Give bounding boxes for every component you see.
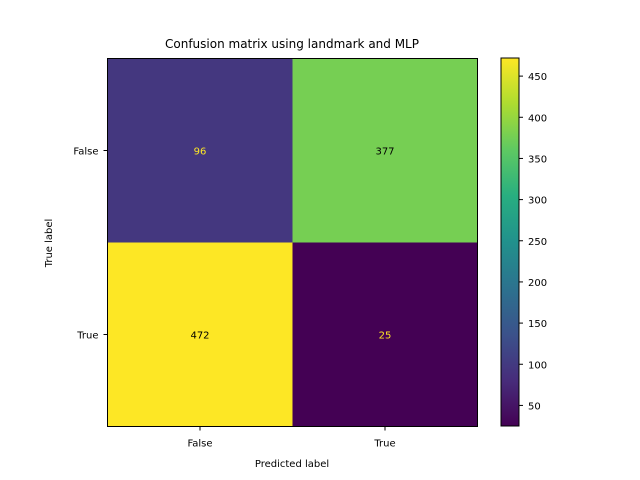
x-tick-label: False [187, 439, 212, 450]
colorbar-tick-label: 450 [528, 72, 547, 83]
matrix-cell-labels: 96 377 472 25 [190, 147, 394, 342]
y-axis-label: True label [44, 219, 55, 269]
colorbar-tick-label: 50 [528, 401, 541, 412]
matrix-cell [107, 58, 293, 243]
y-tick-label: False [73, 147, 98, 158]
colorbar-tick-label: 250 [528, 237, 547, 248]
colorbar-ticks: 50 100 150 200 250 300 350 400 450 [519, 72, 547, 412]
x-axis-ticks: False True [187, 426, 396, 450]
x-tick-label: True [373, 439, 395, 450]
chart-title: Confusion matrix using landmark and MLP [165, 37, 419, 51]
matrix-cell [292, 58, 478, 243]
colorbar-tick-label: 300 [528, 196, 547, 207]
y-axis-ticks: False True [73, 147, 108, 342]
colorbar-tick-label: 350 [528, 154, 547, 165]
cell-value-label: 377 [375, 147, 394, 158]
colorbar-tick-label: 200 [528, 278, 547, 289]
colorbar-tick-label: 400 [528, 113, 547, 124]
colorbar [500, 57, 520, 427]
matrix-cell [107, 242, 293, 427]
x-axis-label: Predicted label [255, 459, 329, 470]
cell-value-label: 96 [194, 147, 207, 158]
y-tick-label: True [76, 331, 98, 342]
colorbar-tick-label: 100 [528, 360, 547, 371]
colorbar-tick-label: 150 [528, 319, 547, 330]
matrix-cell [292, 242, 478, 427]
cell-value-label: 472 [190, 331, 209, 342]
cell-value-label: 25 [379, 331, 392, 342]
plot-frame [107, 58, 478, 427]
matrix-cells [107, 58, 478, 427]
